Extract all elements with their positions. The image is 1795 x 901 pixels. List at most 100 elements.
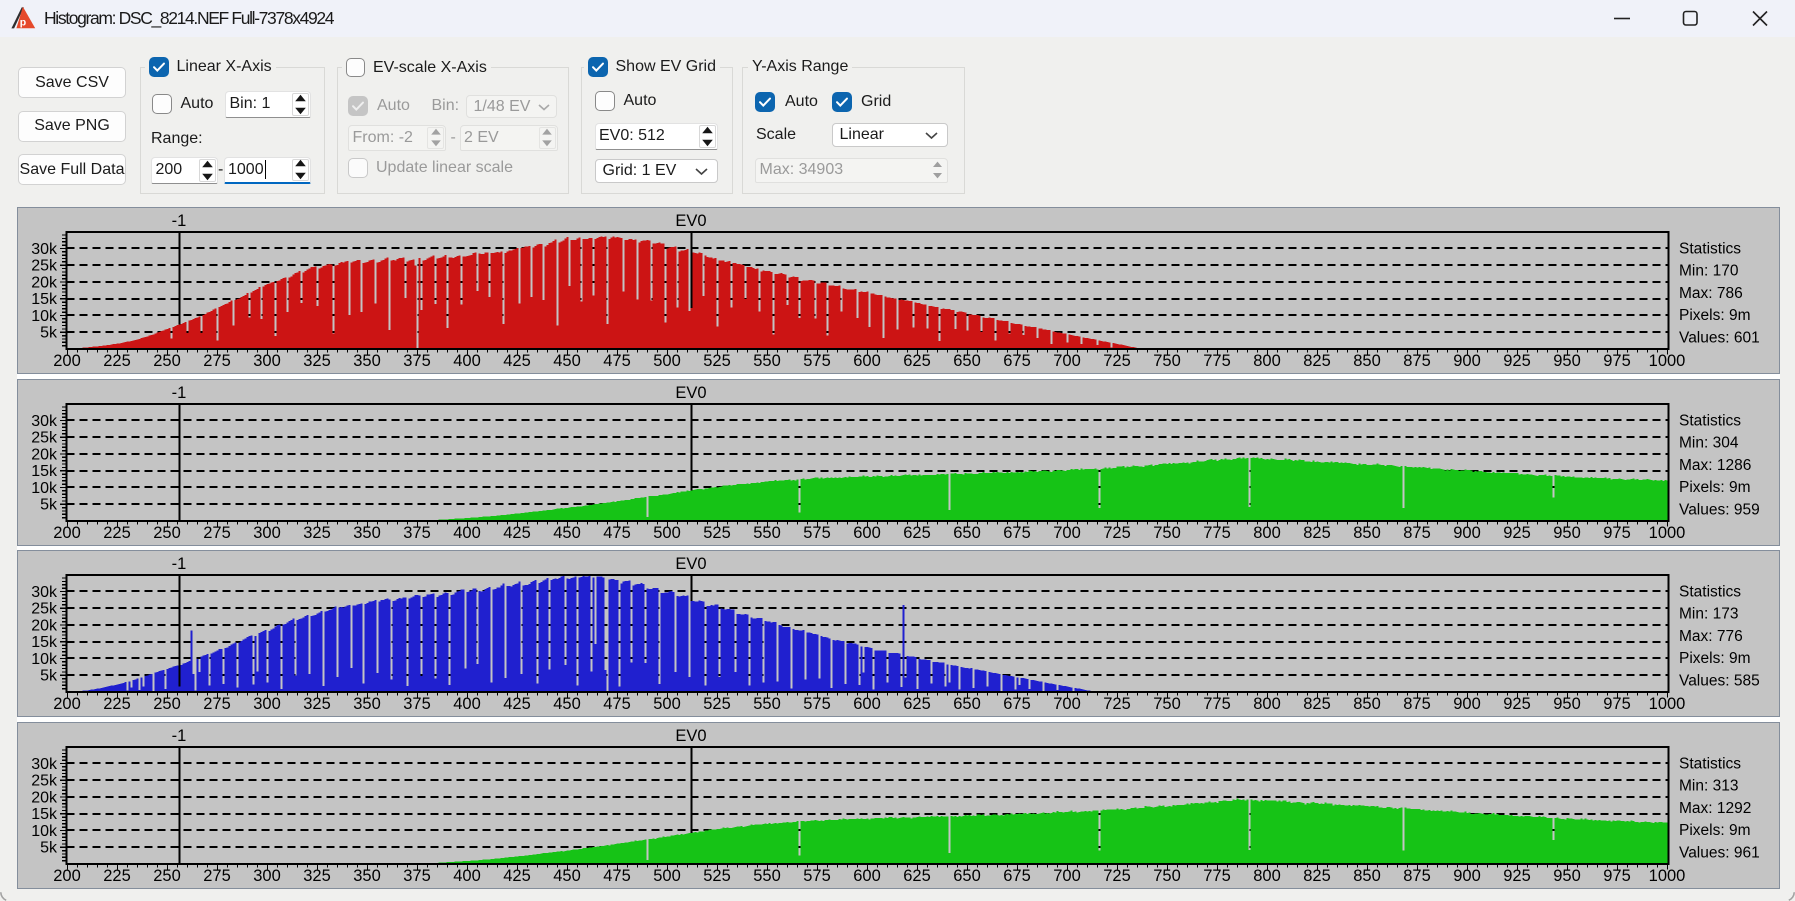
svg-text:725: 725	[1103, 524, 1131, 542]
svg-text:10k: 10k	[31, 308, 58, 325]
svg-text:850: 850	[1353, 867, 1381, 885]
svg-text:5k: 5k	[40, 325, 58, 342]
svg-text:450: 450	[553, 695, 581, 713]
svg-text:450: 450	[553, 524, 581, 542]
svg-text:925: 925	[1503, 352, 1531, 370]
svg-text:725: 725	[1103, 352, 1131, 370]
svg-text:25k: 25k	[31, 601, 58, 618]
svg-text:975: 975	[1603, 867, 1631, 885]
svg-text:800: 800	[1253, 695, 1281, 713]
svg-text:15k: 15k	[31, 806, 58, 823]
svg-text:900: 900	[1453, 524, 1481, 542]
svg-text:5k: 5k	[40, 839, 58, 856]
svg-text:250: 250	[153, 524, 181, 542]
svg-text:775: 775	[1203, 352, 1231, 370]
svg-text:800: 800	[1253, 352, 1281, 370]
svg-text:Min: 313: Min: 313	[1679, 777, 1738, 794]
svg-text:700: 700	[1053, 524, 1081, 542]
svg-text:725: 725	[1103, 867, 1131, 885]
svg-text:650: 650	[953, 524, 981, 542]
svg-text:Min: 173: Min: 173	[1679, 606, 1738, 623]
svg-text:325: 325	[303, 524, 331, 542]
svg-text:525: 525	[703, 352, 731, 370]
svg-text:500: 500	[653, 524, 681, 542]
svg-text:275: 275	[203, 695, 231, 713]
svg-text:15k: 15k	[31, 634, 58, 651]
svg-text:700: 700	[1053, 867, 1081, 885]
svg-text:p: p	[20, 17, 26, 29]
svg-text:300: 300	[253, 352, 281, 370]
svg-text:20k: 20k	[31, 789, 58, 806]
svg-text:875: 875	[1403, 695, 1431, 713]
svg-text:20k: 20k	[31, 618, 58, 635]
svg-text:500: 500	[653, 695, 681, 713]
svg-text:475: 475	[603, 695, 631, 713]
svg-text:600: 600	[853, 524, 881, 542]
svg-text:475: 475	[603, 867, 631, 885]
svg-text:425: 425	[503, 524, 531, 542]
svg-text:Statistics: Statistics	[1679, 241, 1741, 258]
svg-text:475: 475	[603, 524, 631, 542]
svg-text:20k: 20k	[31, 446, 58, 463]
svg-text:325: 325	[303, 867, 331, 885]
svg-text:Values: 959: Values: 959	[1679, 501, 1760, 518]
svg-text:425: 425	[503, 695, 531, 713]
svg-text:950: 950	[1553, 524, 1581, 542]
svg-text:400: 400	[453, 867, 481, 885]
svg-text:Max: 1292: Max: 1292	[1679, 799, 1751, 816]
svg-text:350: 350	[353, 352, 381, 370]
svg-text:375: 375	[403, 867, 431, 885]
svg-text:350: 350	[353, 695, 381, 713]
svg-text:525: 525	[703, 867, 731, 885]
svg-text:Values: 601: Values: 601	[1679, 329, 1760, 346]
svg-text:-1: -1	[172, 212, 187, 230]
svg-text:575: 575	[803, 524, 831, 542]
svg-text:Pixels: 9m: Pixels: 9m	[1679, 479, 1751, 496]
svg-text:650: 650	[953, 352, 981, 370]
svg-text:400: 400	[453, 352, 481, 370]
svg-text:Statistics: Statistics	[1679, 584, 1741, 601]
svg-text:225: 225	[103, 695, 131, 713]
svg-text:10k: 10k	[31, 651, 58, 668]
svg-text:525: 525	[703, 524, 731, 542]
svg-text:-1: -1	[172, 384, 187, 402]
svg-text:875: 875	[1403, 867, 1431, 885]
svg-text:375: 375	[403, 524, 431, 542]
svg-text:900: 900	[1453, 867, 1481, 885]
svg-text:250: 250	[153, 867, 181, 885]
svg-text:825: 825	[1303, 524, 1331, 542]
svg-text:925: 925	[1503, 524, 1531, 542]
svg-text:800: 800	[1253, 524, 1281, 542]
svg-text:30k: 30k	[31, 755, 58, 772]
svg-text:700: 700	[1053, 352, 1081, 370]
svg-text:500: 500	[653, 352, 681, 370]
svg-text:900: 900	[1453, 695, 1481, 713]
svg-text:EV0: EV0	[675, 212, 706, 230]
svg-text:550: 550	[753, 352, 781, 370]
svg-text:275: 275	[203, 352, 231, 370]
svg-text:975: 975	[1603, 695, 1631, 713]
svg-text:550: 550	[753, 867, 781, 885]
svg-text:750: 750	[1153, 867, 1181, 885]
svg-text:EV0: EV0	[675, 555, 706, 573]
svg-text:EV0: EV0	[675, 384, 706, 402]
svg-text:1000: 1000	[1649, 524, 1686, 542]
svg-text:15k: 15k	[31, 291, 58, 308]
svg-text:850: 850	[1353, 524, 1381, 542]
svg-text:Statistics: Statistics	[1679, 412, 1741, 429]
svg-text:25k: 25k	[31, 258, 58, 275]
svg-text:625: 625	[903, 867, 931, 885]
svg-text:675: 675	[1003, 695, 1031, 713]
svg-text:225: 225	[103, 352, 131, 370]
svg-text:950: 950	[1553, 352, 1581, 370]
svg-text:625: 625	[903, 524, 931, 542]
svg-text:525: 525	[703, 695, 731, 713]
svg-text:1000: 1000	[1649, 695, 1686, 713]
svg-text:5k: 5k	[40, 668, 58, 685]
svg-text:700: 700	[1053, 695, 1081, 713]
svg-text:Pixels: 9m: Pixels: 9m	[1679, 307, 1751, 324]
svg-text:800: 800	[1253, 867, 1281, 885]
svg-text:575: 575	[803, 352, 831, 370]
svg-text:375: 375	[403, 352, 431, 370]
svg-text:950: 950	[1553, 867, 1581, 885]
